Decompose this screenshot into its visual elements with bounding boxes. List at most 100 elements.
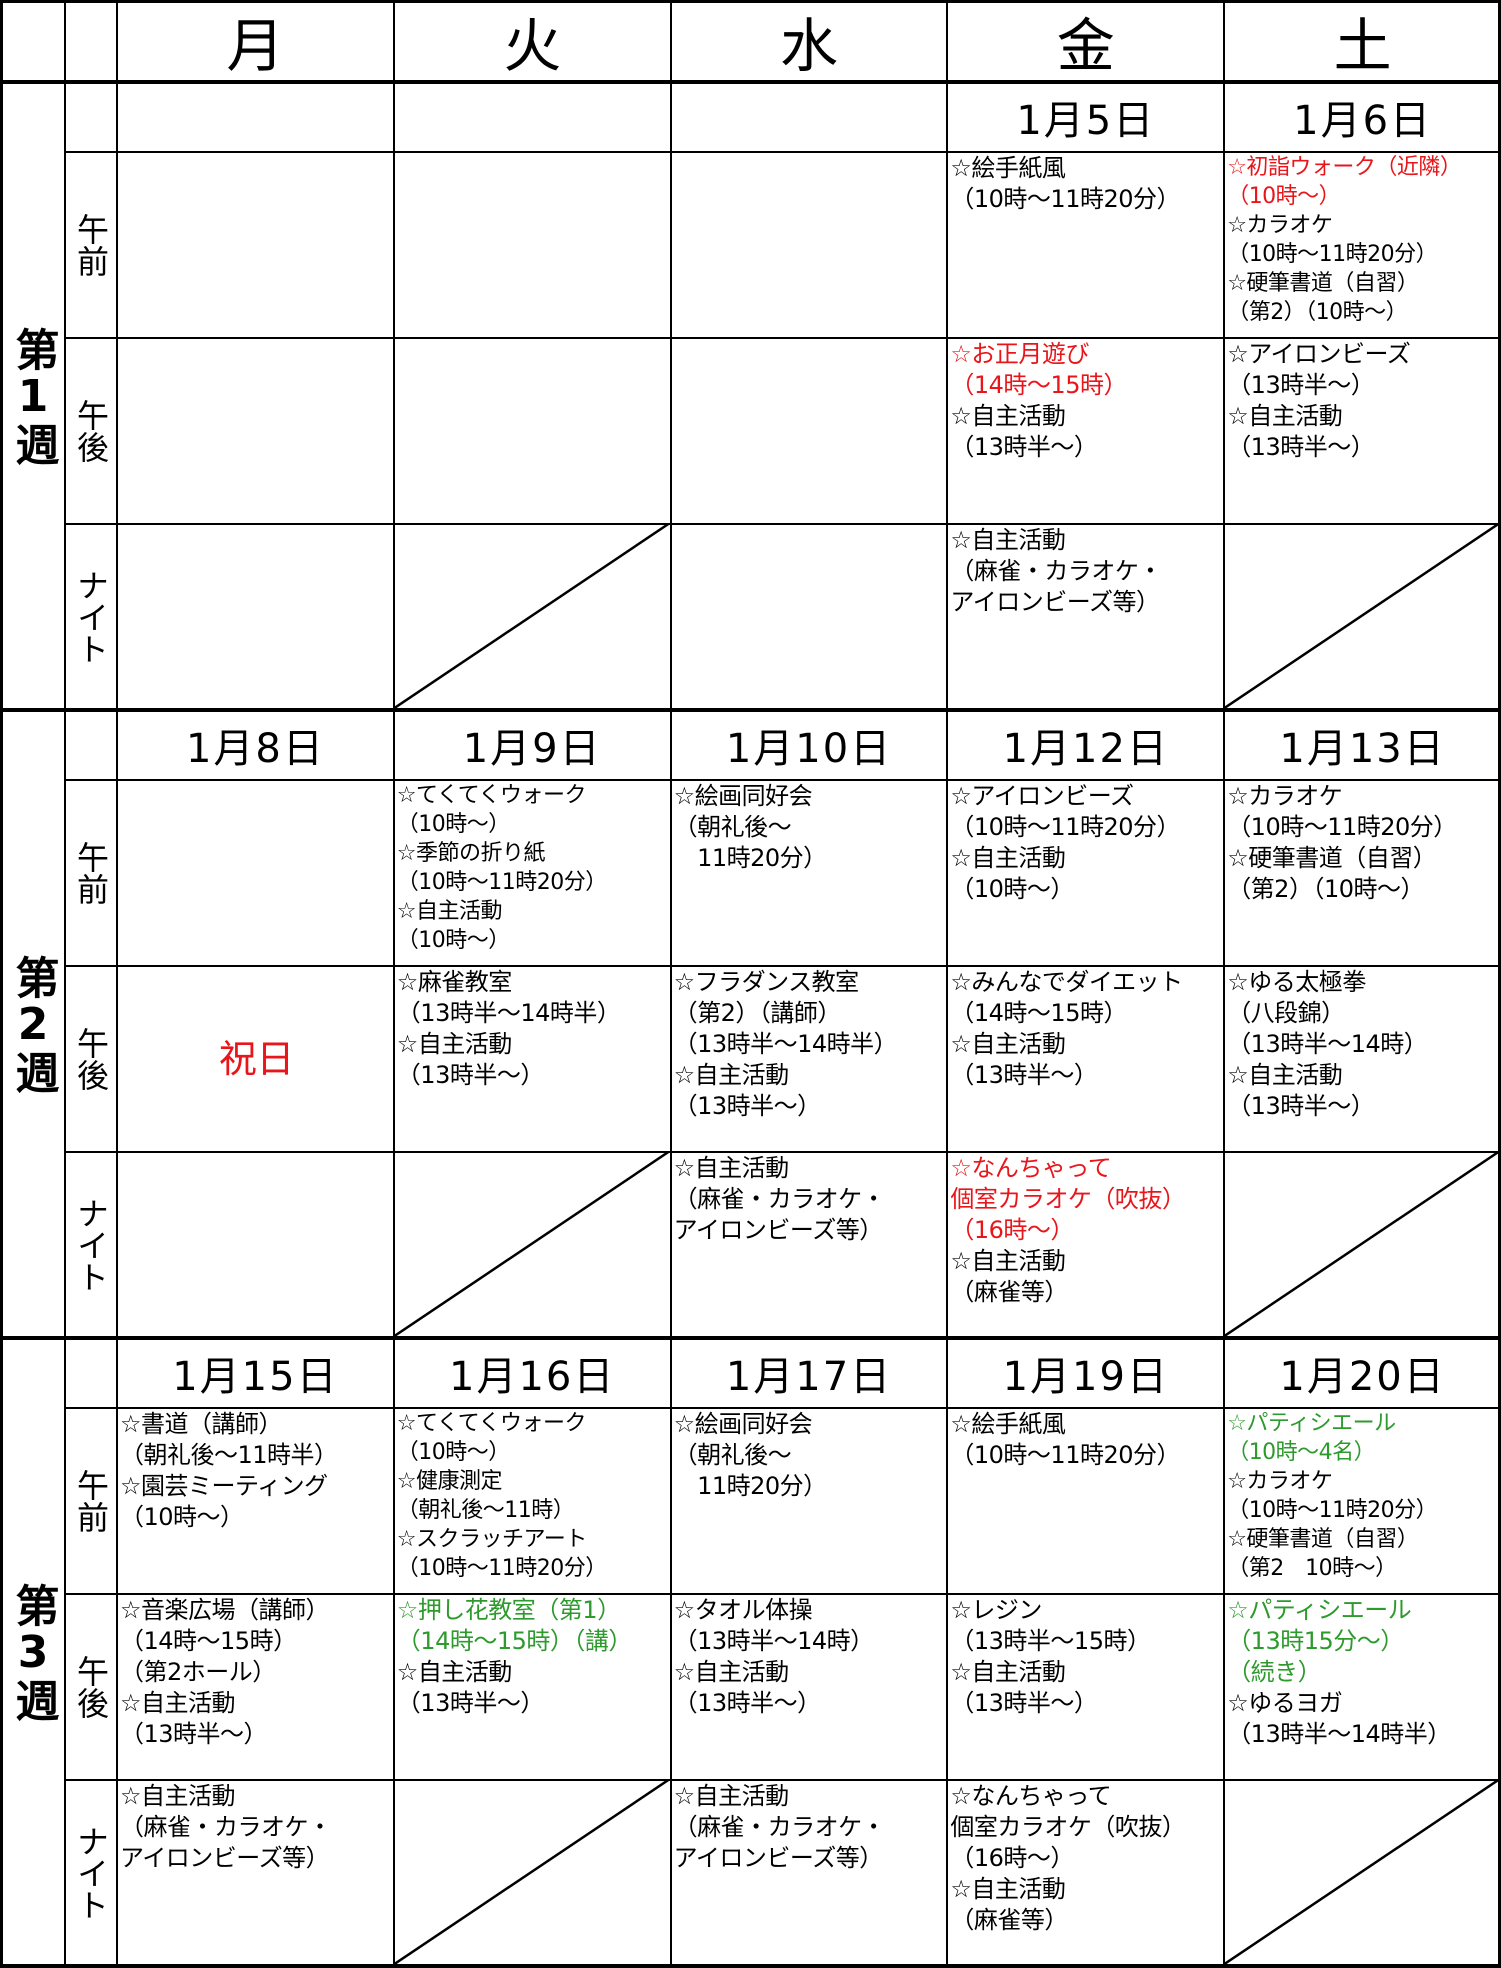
cell-content: ☆自主活動 （麻雀・カラオケ・ アイロンビーズ等） [118, 1781, 393, 1874]
cell-content: ☆タオル体操 （13時半～14時） ☆自主活動 （13時半～） [672, 1595, 947, 1719]
activity-line: （13時半～） [1227, 433, 1375, 461]
activity-line: ☆ゆる太極拳 [1227, 968, 1366, 996]
cell: ☆絵画同好会 （朝礼後～ 11時20分） [670, 1408, 948, 1594]
cell-content: ☆初詣ウォーク（近隣） （10時～） ☆カラオケ （10時～11時20分） ☆硬筆書道（… [1225, 153, 1500, 327]
activity-line: （16時～） [950, 1844, 1074, 1872]
activity-line: （13時半～） [950, 1061, 1098, 1089]
slot-label: 午後 [65, 966, 117, 1152]
cell [393, 1152, 671, 1338]
diagonal [1225, 1781, 1500, 1965]
corner [0, 0, 65, 82]
week-label: 第1週 [0, 82, 65, 710]
diagonal-line [1225, 1153, 1500, 1337]
activity-line: ☆書道（講師） [120, 1410, 283, 1438]
cell: ☆レジン （13時半～15時） ☆自主活動 （13時半～） [947, 1594, 1225, 1780]
cell: ☆麻雀教室 （13時半～14時半） ☆自主活動 （13時半～） [393, 966, 671, 1152]
activity-line: ☆押し花教室（第1） [396, 1596, 621, 1624]
cell-content: ☆フラダンス教室 （第2）（講師） （13時半～14時半） ☆自主活動 （13時半～） [672, 967, 947, 1122]
activity-line: ☆絵画同好会 [673, 1410, 813, 1438]
cell [393, 524, 671, 710]
rule [0, 1336, 1501, 1340]
cell [393, 1780, 671, 1966]
activity-line: ☆自主活動 [396, 899, 503, 924]
activity-line: （14時～15時） [120, 1627, 297, 1655]
cell: ☆ゆる太極拳 （八段錦） （13時半～14時） ☆自主活動 （13時半～） [1224, 966, 1501, 1152]
diagonal-line [394, 525, 669, 709]
activity-line: （14時～15時） [950, 371, 1127, 399]
slot-label: ナイト [65, 524, 117, 710]
activity-line: ☆自主活動 [673, 1154, 790, 1182]
slot-label: ナイト [65, 1152, 117, 1338]
activity-line: ☆自主活動 [950, 1658, 1066, 1686]
activity-line: （10時～11時20分） [950, 185, 1181, 213]
activity-line: （13時半～） [1227, 1092, 1375, 1120]
activity-line: （続き） [1227, 1658, 1322, 1686]
cell: ☆タオル体操 （13時半～14時） ☆自主活動 （13時半～） [670, 1594, 948, 1780]
activity-line: （16時～） [950, 1216, 1074, 1244]
rule [0, 1964, 1501, 1968]
activity-line: アイロンビーズ等） [950, 588, 1160, 616]
date: 1月20日 [1224, 1338, 1501, 1408]
cell: ☆てくてくウォーク （10時～） ☆季節の折り紙 （10時～11時20分） ☆自主活動 （… [393, 780, 671, 966]
activity-line: （14時～15時）（講） [396, 1627, 633, 1655]
activity-line: （13時半～14時） [1227, 1030, 1428, 1058]
activity-line: （第2）（講師） [673, 999, 842, 1027]
activity-line: （10時～） [396, 1440, 510, 1465]
cell-content: ☆お正月遊び （14時～15時） ☆自主活動 （13時半～） [948, 339, 1223, 463]
activity-line: （第2）（10時～） [1227, 875, 1424, 903]
cell-content: ☆麻雀教室 （13時半～14時半） ☆自主活動 （13時半～） [395, 967, 670, 1091]
activity-line: （麻雀・カラオケ・ [673, 1813, 886, 1841]
cell-content: 祝日 [217, 1040, 295, 1078]
activity-line: ☆なんちゃって [950, 1782, 1112, 1810]
activity-line: （第2）（10時～） [1227, 300, 1408, 325]
cell-content: ☆アイロンビーズ （10時～11時20分） ☆自主活動 （10時～） [948, 781, 1223, 905]
slot-blank [65, 710, 117, 780]
day-header: 土 [1224, 0, 1501, 82]
cell: 祝日 [117, 966, 394, 1152]
cell: ☆自主活動 （麻雀・カラオケ・ アイロンビーズ等） [670, 1780, 948, 1966]
activity-line: （10時～4名） [1227, 1440, 1376, 1465]
date: 1月10日 [670, 710, 948, 780]
activity-line: ☆なんちゃって [950, 1154, 1112, 1182]
activity-line: ☆麻雀教室 [396, 968, 513, 996]
cell [117, 1152, 394, 1338]
activity-line: ☆自主活動 [950, 844, 1066, 872]
slot-label: 午前 [65, 1408, 117, 1594]
slot-label: ナイト [65, 1780, 117, 1966]
activity-line: ☆絵画同好会 [673, 782, 813, 810]
cell-content: ☆自主活動 （麻雀・カラオケ・ アイロンビーズ等） [948, 525, 1223, 618]
activity-line: （麻雀等） [950, 1278, 1068, 1306]
cell-content: ☆自主活動 （麻雀・カラオケ・ アイロンビーズ等） [672, 1153, 947, 1246]
cell: ☆自主活動 （麻雀・カラオケ・ アイロンビーズ等） [947, 524, 1225, 710]
activity-line: （13時15分～） [1227, 1627, 1404, 1655]
activity-line: ☆自主活動 [950, 1030, 1066, 1058]
activity-line: ☆初詣ウォーク（近隣） [1227, 155, 1462, 180]
date: 1月12日 [947, 710, 1225, 780]
activity-line: ☆硬筆書道（自習） [1227, 1527, 1419, 1552]
activity-line: （13時半～） [950, 1689, 1098, 1717]
activity-line: （麻雀・カラオケ・ [120, 1813, 332, 1841]
cell: ☆パティシエール （13時15分～） （続き） ☆ゆるヨガ （13時半～14時半） [1224, 1594, 1501, 1780]
cell [670, 152, 948, 338]
day-header: 金 [947, 0, 1225, 82]
cell-content: ☆なんちゃって個室カラオケ（吹抜） （16時～） ☆自主活動 （麻雀等） [948, 1153, 1223, 1308]
activity-line: （13時半～15時） [950, 1627, 1151, 1655]
cell-content: ☆カラオケ （10時～11時20分） ☆硬筆書道（自習） （第2）（10時～） [1225, 781, 1500, 905]
activity-line: 個室カラオケ（吹抜） [950, 1185, 1186, 1213]
cell: ☆パティシエール （10時～4名） ☆カラオケ （10時～11時20分） ☆硬筆書道（自… [1224, 1408, 1501, 1594]
activity-line: ☆自主活動 [950, 1247, 1066, 1275]
activity-line: ☆カラオケ [1227, 782, 1343, 810]
cell [117, 152, 394, 338]
week-label: 第3週 [0, 1338, 65, 1966]
activity-line: （13時半～） [1227, 371, 1375, 399]
activity-line: （13時半～） [673, 1092, 822, 1120]
diagonal [1225, 525, 1500, 709]
week-label: 第2週 [0, 710, 65, 1338]
cell: ☆自主活動 （麻雀・カラオケ・ アイロンビーズ等） [670, 1152, 948, 1338]
cell: ☆絵手紙風 （10時～11時20分） [947, 1408, 1225, 1594]
activity-line: （10時～11時20分） [396, 870, 607, 895]
activity-line: （10時～） [1227, 184, 1341, 209]
activity-line: （13時半～） [396, 1689, 545, 1717]
day-header: 火 [393, 0, 671, 82]
activity-line: （13時半～14時） [673, 1627, 875, 1655]
